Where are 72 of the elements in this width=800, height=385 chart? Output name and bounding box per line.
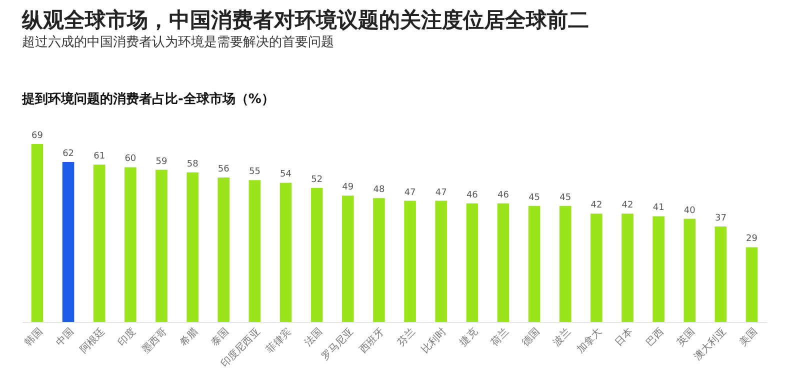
bar (93, 164, 106, 322)
bar (497, 203, 510, 322)
x-tick-label: 希腊 (178, 326, 200, 348)
bar (746, 247, 758, 322)
bar (684, 218, 696, 322)
data-label: 29 (746, 234, 758, 244)
data-label: 42 (590, 200, 602, 211)
x-tick-label: 巴西 (644, 326, 666, 348)
x-tick-label: 泰国 (209, 326, 232, 348)
bar (248, 180, 261, 322)
x-tick-label: 墨西哥 (140, 326, 170, 356)
chart-subtitle: 超过六成的中国消费者认为环境是需要解决的首要问题 (22, 34, 334, 50)
x-tick-label: 法国 (302, 326, 325, 348)
data-label: 47 (404, 188, 416, 198)
bar (280, 182, 292, 322)
data-label: 52 (311, 174, 323, 185)
x-tick-label: 波兰 (550, 326, 574, 348)
data-label: 55 (248, 167, 260, 178)
data-label: 59 (156, 156, 168, 167)
x-tick-label: 英国 (674, 326, 698, 348)
data-label: 48 (373, 185, 385, 196)
bar (156, 170, 168, 322)
bar (714, 226, 727, 322)
x-tick-label: 中国 (53, 326, 76, 348)
data-label: 46 (498, 190, 510, 200)
x-tick-label: 韩国 (22, 326, 45, 348)
data-label: 45 (528, 192, 540, 203)
data-label: 61 (94, 152, 106, 162)
data-label: 42 (622, 200, 634, 211)
bar (652, 216, 664, 322)
x-tick-label: 印度 (116, 326, 138, 348)
x-tick-label: 捷克 (457, 326, 480, 348)
x-tick-label: 荷兰 (488, 326, 512, 348)
data-label: 45 (560, 192, 572, 203)
bar (31, 144, 44, 322)
bar (218, 178, 230, 322)
data-label: 54 (280, 170, 292, 180)
data-label: 40 (684, 206, 696, 216)
data-label: 46 (466, 190, 478, 200)
bar (62, 162, 74, 322)
bar (124, 167, 136, 322)
bar (466, 203, 478, 322)
x-tick-label: 加拿大 (574, 326, 604, 356)
text: 提到环境问题的消费者占比-全球市场（%） (22, 90, 274, 108)
x-tick-label: 阿根廷 (77, 326, 108, 356)
data-label: 58 (186, 159, 199, 170)
x-tick-label: 德国 (520, 326, 542, 348)
bar (528, 206, 540, 322)
x-tick-label: 西班牙 (357, 326, 387, 356)
data-label: 60 (124, 154, 136, 164)
bar (373, 198, 385, 322)
x-tick-label: 日本 (612, 326, 636, 348)
chart-title: 纵观全球市场，中国消费者对环境议题的关注度位居全球前二 (21, 8, 589, 32)
x-tick-label: 比利时 (419, 326, 449, 356)
bar (559, 206, 572, 322)
bar (404, 200, 416, 322)
bar (310, 188, 323, 322)
bar (590, 214, 602, 322)
data-label: 49 (342, 182, 354, 193)
bar (342, 196, 354, 322)
data-label: 69 (31, 131, 44, 141)
data-label: 56 (218, 164, 230, 175)
data-label: 62 (62, 149, 74, 160)
data-label: 47 (435, 188, 447, 198)
data-label: 37 (714, 214, 726, 224)
bar (186, 172, 198, 322)
x-tick-label: 美国 (736, 326, 760, 348)
x-tick-label: 芬兰 (395, 326, 418, 348)
data-label: 41 (652, 203, 664, 214)
x-tick-label: 菲律宾 (264, 326, 294, 356)
bar (622, 214, 634, 322)
bar (435, 200, 448, 322)
